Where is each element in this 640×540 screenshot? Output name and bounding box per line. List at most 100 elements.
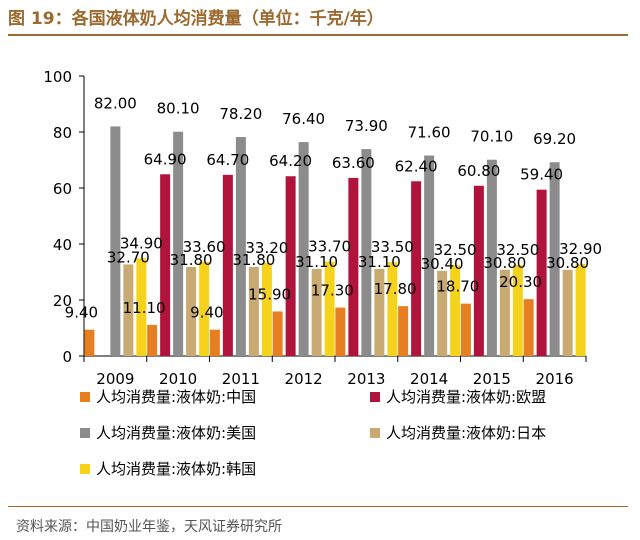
data-label: 30.80 (483, 254, 526, 272)
x-tick-label: 2016 (536, 370, 574, 388)
bar (173, 131, 184, 356)
bar (374, 268, 385, 356)
data-label: 73.90 (345, 117, 388, 135)
data-label: 31.10 (295, 253, 338, 271)
y-tick-label: 20 (53, 292, 72, 310)
data-label: 9.40 (65, 304, 98, 322)
y-tick-label: 60 (53, 180, 72, 198)
data-label: 30.40 (421, 255, 464, 273)
bar (473, 185, 484, 356)
bar (285, 176, 296, 356)
legend-item-korea: 人均消费量:液体奶:韩国 (80, 458, 256, 479)
data-label: 18.70 (436, 278, 479, 296)
bar (398, 306, 409, 356)
bar (147, 324, 158, 356)
y-tick-label: 80 (53, 124, 72, 142)
bar (160, 174, 171, 356)
data-label: 17.80 (374, 280, 417, 298)
data-label: 71.60 (408, 124, 451, 142)
data-label: 32.90 (559, 240, 602, 258)
data-label: 63.60 (332, 154, 375, 172)
bar (335, 307, 346, 356)
bar (186, 266, 197, 356)
legend-label: 人均消费量:液体奶:韩国 (96, 460, 257, 478)
data-label: 15.90 (248, 285, 291, 303)
x-tick-label: 2009 (96, 370, 134, 388)
bar (512, 265, 523, 356)
bar (261, 263, 272, 356)
legend-swatch (80, 463, 90, 474)
footer-rule (8, 506, 628, 507)
bar (324, 261, 335, 356)
data-label: 33.70 (308, 238, 351, 256)
data-label: 64.90 (144, 150, 187, 168)
data-label: 33.20 (245, 239, 288, 257)
bar (575, 263, 586, 356)
data-label: 32.70 (107, 248, 150, 266)
data-label: 31.10 (358, 253, 401, 271)
legend-item-japan: 人均消费量:液体奶:日本 (370, 422, 546, 443)
legend-swatch (80, 427, 90, 438)
bar (387, 262, 398, 356)
x-tick-label: 2015 (473, 370, 511, 388)
legend-item-usa: 人均消费量:液体奶:美国 (80, 422, 256, 443)
data-label: 80.10 (157, 100, 200, 118)
x-tick-label: 2010 (159, 370, 197, 388)
bar (311, 268, 322, 356)
data-label: 64.20 (269, 152, 312, 170)
data-label: 64.70 (206, 151, 249, 169)
data-label: 76.40 (282, 110, 325, 128)
bar (235, 137, 246, 356)
data-label: 33.50 (371, 238, 414, 256)
bar (536, 189, 547, 356)
bar (549, 162, 560, 356)
x-tick-label: 2011 (222, 370, 260, 388)
data-label: 82.00 (94, 94, 137, 112)
y-tick-label: 0 (62, 348, 72, 366)
legend-swatch (370, 427, 380, 438)
bar (248, 266, 259, 356)
data-label: 32.50 (434, 241, 477, 259)
bar (562, 269, 573, 356)
bar (437, 270, 448, 356)
y-tick-label: 100 (43, 68, 72, 86)
legend-label: 人均消费量:液体奶:中国 (96, 388, 257, 406)
title-rule (8, 34, 628, 36)
bar (523, 299, 534, 356)
source-note: 资料来源：中国奶业年鉴，天风证券研究所 (16, 519, 282, 535)
bar-chart: 0 20 40 60 80 100 2009 2010 2011 2012 2013 2014 2015… (43, 68, 602, 388)
bar (411, 181, 422, 356)
chart-title: 图 19：各国液体奶人均消费量（单位：千克/年） (8, 9, 384, 29)
bar (84, 329, 95, 356)
bar (110, 126, 121, 357)
bar (222, 174, 233, 356)
data-label: 34.90 (120, 234, 163, 252)
data-label: 9.40 (190, 304, 223, 322)
legend-label: 人均消费量:液体奶:日本 (386, 424, 547, 442)
bar (348, 177, 359, 356)
bar (209, 329, 220, 356)
bar (272, 311, 283, 356)
data-label: 31.80 (170, 251, 213, 269)
data-label: 32.50 (496, 241, 539, 259)
data-label: 60.80 (457, 162, 500, 180)
legend-swatch (370, 391, 380, 402)
legend-item-eu: 人均消费量:液体奶:欧盟 (370, 386, 546, 407)
chart-legend: 人均消费量:液体奶:中国 人均消费量:液体奶:欧盟 人均消费量:液体奶:美国 人… (80, 386, 620, 486)
data-label: 31.80 (232, 251, 275, 269)
bar (199, 261, 210, 356)
x-tick-label: 2013 (347, 370, 385, 388)
data-label: 11.10 (123, 299, 166, 317)
data-label: 69.20 (533, 130, 576, 148)
bar (450, 265, 461, 356)
data-label: 62.40 (395, 157, 438, 175)
data-label: 59.40 (520, 166, 563, 184)
x-tick-label: 2014 (410, 370, 448, 388)
legend-swatch (80, 391, 90, 402)
bar (136, 258, 147, 356)
bar (298, 142, 309, 356)
bar (123, 264, 134, 356)
x-tick-label: 2012 (285, 370, 323, 388)
bar (486, 159, 497, 356)
y-tick-label: 40 (53, 236, 72, 254)
